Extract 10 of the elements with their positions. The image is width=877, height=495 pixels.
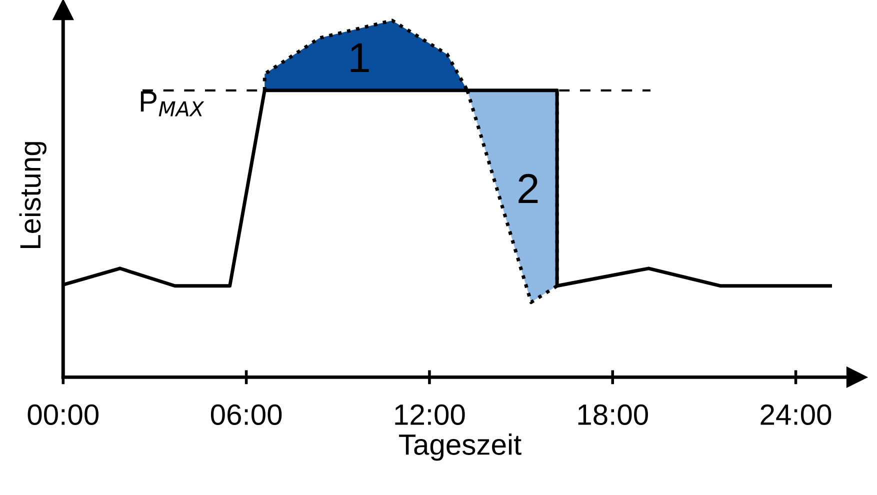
x-tick-label: 00:00 xyxy=(28,404,98,426)
y-axis-title: Leistung xyxy=(19,142,46,248)
annotation: 1 xyxy=(350,43,369,72)
annotation: 2 xyxy=(518,174,538,204)
x-tick-label: 24:00 xyxy=(760,404,832,426)
x-tick-label: 18:00 xyxy=(578,404,648,426)
x-tick-label: 12:00 xyxy=(395,404,465,426)
ref-line-label: P$_{MAX}$ xyxy=(140,91,204,116)
x-axis-title: Tageszeit xyxy=(399,434,522,461)
x-tick-label: 06:00 xyxy=(210,404,282,426)
